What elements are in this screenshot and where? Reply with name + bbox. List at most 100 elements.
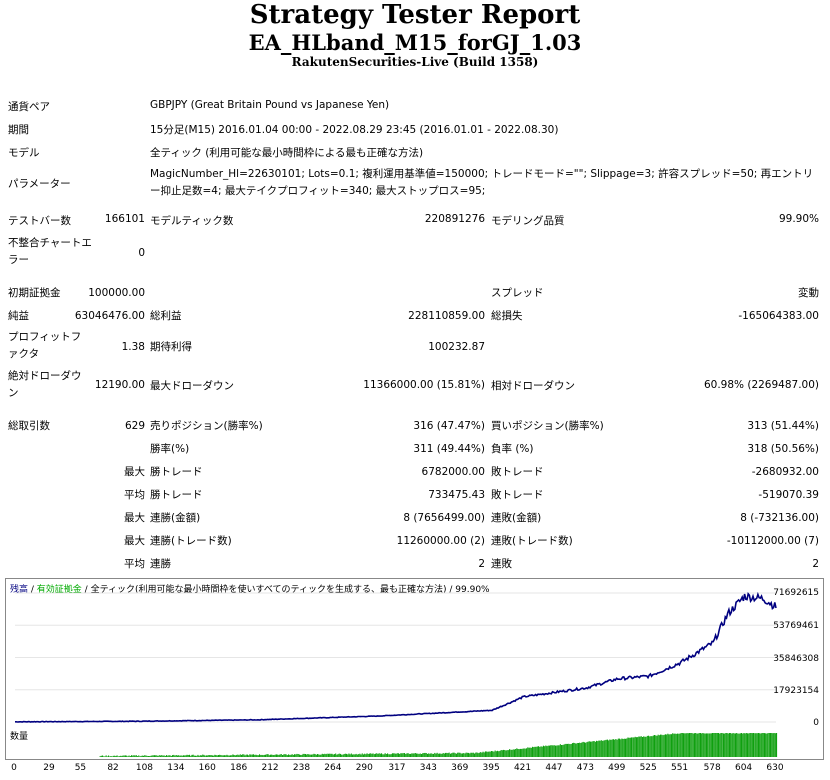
volume-bar <box>720 733 722 757</box>
volume-bar <box>575 743 577 757</box>
volume-bar <box>707 733 709 757</box>
consec-win-amt-value: 8 (7656499.00) <box>403 512 485 524</box>
volume-bar <box>648 735 650 757</box>
volume-bar <box>149 756 151 757</box>
volume-label: 数量 <box>10 732 29 742</box>
volume-bar <box>248 755 250 757</box>
volume-bar <box>352 754 354 757</box>
volume-bar <box>277 754 279 757</box>
y-tick-3: 17923154 <box>773 686 819 696</box>
volume-bar <box>759 733 761 757</box>
volume-bar <box>472 752 474 757</box>
volume-bar <box>533 747 535 757</box>
volume-bar <box>592 741 594 757</box>
volume-bar <box>674 733 676 757</box>
volume-bar <box>382 754 384 757</box>
volume-bar <box>597 741 599 757</box>
volume-bar <box>408 753 410 757</box>
volume-bar <box>327 753 329 757</box>
volume-bar <box>528 747 530 757</box>
volume-bar <box>275 754 277 757</box>
volume-bar <box>143 755 145 757</box>
volume-bar <box>228 755 230 757</box>
volume-bar <box>569 744 571 757</box>
avg-consec-win-value: 2 <box>478 558 485 570</box>
volume-bar <box>604 740 606 757</box>
volume-bar <box>564 743 566 757</box>
volume-bar <box>541 746 543 757</box>
volume-bar <box>646 735 648 757</box>
volume-bar <box>594 741 596 757</box>
volume-bar <box>656 735 658 757</box>
volume-bar <box>267 754 269 757</box>
volume-bar <box>734 733 736 757</box>
volume-bar <box>191 754 193 757</box>
volume-bar <box>714 733 716 757</box>
volume-bar <box>256 755 258 757</box>
bars-label: テストバー数 <box>8 215 71 227</box>
volume-bar <box>768 733 770 757</box>
volume-bar <box>460 753 462 757</box>
volume-bar <box>216 755 218 757</box>
volume-bar <box>122 755 124 757</box>
volume-bar <box>378 753 380 757</box>
volume-bar <box>732 733 734 757</box>
volume-bar <box>690 733 692 757</box>
volume-bar <box>292 754 294 757</box>
volume-bar <box>540 746 542 757</box>
max-win-value: 6782000.00 <box>421 466 485 478</box>
volume-bar <box>686 733 688 757</box>
volume-bar <box>104 756 106 757</box>
volume-bar <box>498 751 500 757</box>
volume-bar <box>361 753 363 757</box>
volume-bar <box>702 733 704 757</box>
volume-bar <box>208 755 210 757</box>
volume-bar <box>544 746 546 757</box>
winrate-value: 311 (49.44%) <box>413 443 485 455</box>
volume-bar <box>286 755 288 757</box>
volume-bar <box>623 738 625 757</box>
volume-bar <box>679 733 681 757</box>
volume-bar <box>219 754 221 757</box>
long-label: 買いポジション(勝率%) <box>491 420 604 432</box>
volume-bar <box>111 756 113 757</box>
volume-bar <box>451 753 453 757</box>
volume-bar <box>621 738 623 757</box>
volume-bar <box>284 754 286 757</box>
volume-bar <box>441 753 443 757</box>
volume-bar <box>535 746 537 757</box>
volume-bar <box>168 755 170 757</box>
volume-bar <box>651 736 653 757</box>
volume-bar <box>396 753 398 757</box>
volume-bar <box>611 739 613 757</box>
volume-bar <box>134 755 136 757</box>
volume-bar <box>458 752 460 757</box>
volume-bar <box>445 752 447 757</box>
volume-bar <box>404 753 406 757</box>
volume-bar <box>285 754 287 757</box>
volume-bar <box>760 733 762 757</box>
volume-bar <box>291 754 293 757</box>
abs-dd-value: 12190.00 <box>94 379 145 391</box>
x-tick-21: 551 <box>670 763 689 773</box>
balance-line <box>15 591 777 723</box>
x-tick-3: 82 <box>107 763 119 773</box>
volume-bar <box>108 755 110 757</box>
volume-bar <box>701 733 703 757</box>
volume-bar <box>257 755 259 757</box>
volume-bar <box>174 755 176 757</box>
volume-bar <box>114 755 116 757</box>
volume-bar <box>530 747 532 757</box>
volume-bar <box>416 753 418 757</box>
volume-bar <box>658 735 660 757</box>
volume-bar <box>242 754 244 757</box>
expected-value: 100232.87 <box>428 341 485 353</box>
volume-bar <box>362 754 364 757</box>
volume-bar <box>246 754 248 757</box>
volume-bar <box>274 754 276 757</box>
volume-bar <box>210 755 212 757</box>
deposit-label: 初期証拠金 <box>8 287 61 299</box>
volume-bar <box>350 753 352 757</box>
volume-bar <box>733 733 735 757</box>
max-label-3: 最大 <box>124 535 145 547</box>
